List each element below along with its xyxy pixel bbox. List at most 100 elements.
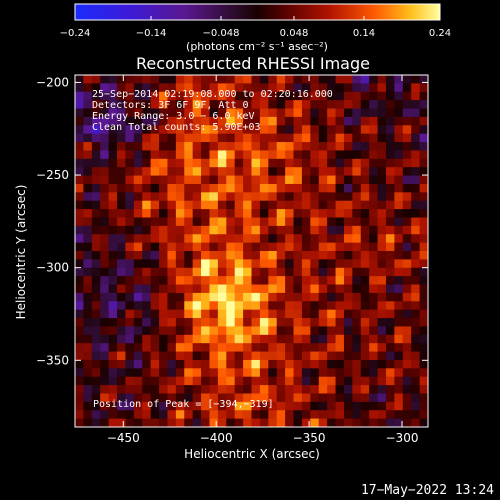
heatmap-cell — [318, 259, 328, 269]
heatmap-cell — [100, 251, 110, 260]
heatmap-cell — [226, 318, 236, 327]
heatmap-cell — [310, 75, 320, 84]
heatmap-cell — [133, 309, 143, 319]
heatmap-cell — [369, 301, 379, 311]
heatmap-cell — [125, 242, 135, 252]
heatmap-cell — [360, 284, 370, 294]
heatmap-cell — [201, 401, 210, 411]
heatmap-cell — [117, 410, 126, 420]
annotation-detectors: Detectors: 3F 6F 9F, Att 0 — [92, 100, 249, 111]
heatmap-cell — [335, 393, 345, 403]
heatmap-cell — [142, 309, 152, 319]
heatmap-cell — [352, 133, 362, 143]
heatmap-cell — [175, 326, 185, 336]
heatmap-cell — [402, 401, 412, 411]
heatmap-cell — [125, 368, 135, 378]
heatmap-cell — [352, 142, 362, 151]
heatmap-cell — [108, 385, 118, 394]
heatmap-cell — [377, 410, 387, 420]
y-axis-tick-label: −300 — [36, 261, 69, 275]
heatmap-cell — [402, 376, 412, 386]
heatmap-cell — [75, 192, 84, 202]
heatmap-cell — [100, 318, 110, 327]
heatmap-cell — [310, 376, 320, 386]
heatmap-cell — [142, 326, 152, 336]
heatmap-cell — [411, 251, 421, 260]
heatmap-cell — [100, 91, 110, 101]
heatmap-cell — [243, 276, 252, 285]
heatmap-cell — [201, 100, 210, 109]
heatmap-cell — [310, 251, 320, 260]
heatmap-cell — [411, 318, 421, 327]
heatmap-cell — [75, 418, 84, 427]
heatmap-cell — [133, 100, 143, 109]
heatmap-cell — [411, 158, 421, 168]
heatmap-cell — [293, 318, 303, 327]
heatmap-cell — [108, 251, 118, 260]
heatmap-cell — [377, 385, 387, 394]
heatmap-cell — [411, 418, 421, 427]
y-axis-tick-label: −250 — [36, 168, 69, 182]
heatmap-cell — [209, 242, 219, 252]
heatmap-cell — [327, 75, 336, 84]
heatmap-cell — [100, 225, 110, 235]
heatmap-cell — [201, 410, 210, 420]
heatmap-cell — [175, 418, 185, 427]
heatmap-cell — [167, 200, 177, 210]
heatmap-cell — [150, 175, 160, 185]
heatmap-cell — [209, 393, 219, 403]
heatmap-cell — [385, 116, 395, 126]
heatmap-cell — [133, 183, 143, 193]
heatmap-cell — [293, 200, 303, 210]
heatmap-cell — [184, 100, 194, 109]
heatmap-cell — [159, 100, 168, 109]
heatmap-cell — [209, 150, 219, 160]
heatmap-cell — [108, 83, 118, 93]
heatmap-cell — [167, 150, 177, 160]
heatmap-cell — [184, 284, 194, 294]
heatmap-cell — [276, 100, 286, 109]
heatmap-cell — [310, 385, 320, 394]
heatmap-cell — [343, 116, 353, 126]
heatmap-cell — [318, 393, 328, 403]
heatmap-cell — [234, 251, 244, 260]
heatmap-cell — [343, 251, 353, 260]
heatmap-cell — [83, 192, 93, 202]
heatmap-cell — [100, 385, 110, 394]
heatmap-cell — [167, 276, 177, 285]
heatmap-cell — [217, 351, 227, 361]
heatmap-cell — [318, 167, 328, 177]
heatmap-cell — [100, 200, 110, 210]
heatmap-cell — [184, 376, 194, 386]
heatmap-cell — [226, 242, 236, 252]
heatmap-cell — [419, 225, 428, 235]
heatmap-cell — [285, 309, 294, 319]
heatmap-cell — [83, 326, 93, 336]
heatmap-cell — [159, 183, 168, 193]
heatmap-cell — [75, 125, 84, 135]
heatmap-cell — [394, 334, 404, 344]
heatmap-cell — [310, 209, 320, 218]
heatmap-cell — [402, 100, 412, 109]
heatmap-cell — [402, 125, 412, 135]
heatmap-cell — [318, 326, 328, 336]
heatmap-cell — [91, 142, 101, 151]
heatmap-cell — [150, 192, 160, 202]
heatmap-cell — [411, 200, 421, 210]
heatmap-cell — [411, 150, 421, 160]
heatmap-cell — [243, 200, 252, 210]
heatmap-cell — [167, 301, 177, 311]
heatmap-cell — [91, 334, 101, 344]
heatmap-cell — [318, 83, 328, 93]
heatmap-cell — [133, 401, 143, 411]
heatmap-cell — [234, 376, 244, 386]
heatmap-cell — [385, 167, 395, 177]
heatmap-cell — [285, 75, 294, 84]
heatmap-cell — [385, 284, 395, 294]
heatmap-cell — [75, 150, 84, 160]
heatmap-cell — [234, 292, 244, 302]
heatmap-cell — [142, 351, 152, 361]
heatmap-cell — [75, 401, 84, 411]
heatmap-cell — [352, 418, 362, 427]
heatmap-cell — [301, 251, 311, 260]
